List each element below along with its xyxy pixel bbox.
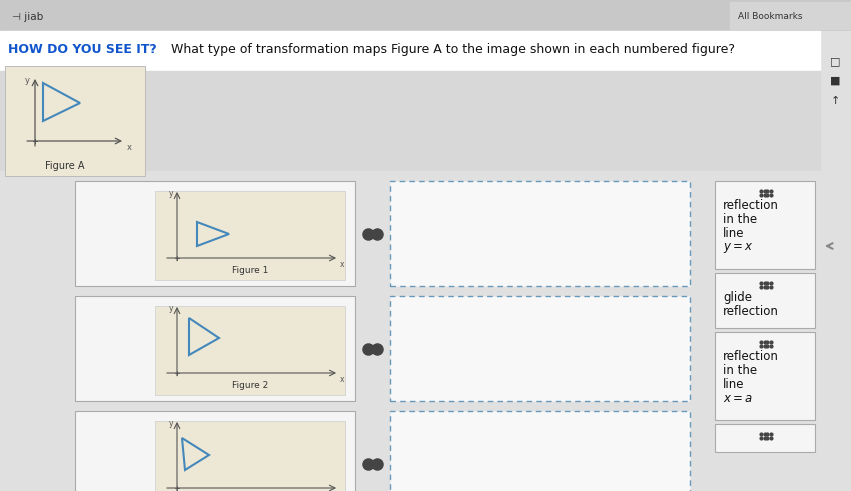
Text: ↑: ↑ xyxy=(831,96,840,106)
Bar xyxy=(390,411,690,491)
Text: y: y xyxy=(168,304,173,313)
Text: What type of transformation maps Figure A to the image shown in each numbered fi: What type of transformation maps Figure … xyxy=(163,43,735,55)
Bar xyxy=(155,421,345,491)
Bar xyxy=(715,332,815,420)
Bar xyxy=(390,296,690,401)
FancyArrowPatch shape xyxy=(827,243,832,249)
Text: reflection: reflection xyxy=(723,199,779,212)
Text: Figure 1: Figure 1 xyxy=(231,266,268,275)
Text: $y = x$: $y = x$ xyxy=(723,241,754,255)
Text: line: line xyxy=(723,227,745,240)
Bar xyxy=(715,424,815,452)
Text: Figure A: Figure A xyxy=(45,161,85,171)
Text: ⊣ jiab: ⊣ jiab xyxy=(12,12,43,22)
Text: in the: in the xyxy=(723,364,757,377)
Bar xyxy=(0,31,820,71)
Bar xyxy=(390,181,690,286)
Text: All Bookmarks: All Bookmarks xyxy=(738,11,802,21)
Text: x: x xyxy=(127,143,132,152)
Bar xyxy=(820,31,851,491)
Bar xyxy=(75,411,355,491)
Text: y: y xyxy=(168,189,173,198)
Text: $x = a$: $x = a$ xyxy=(723,392,753,405)
Text: y: y xyxy=(168,419,173,428)
Text: reflection: reflection xyxy=(723,350,779,363)
Text: x: x xyxy=(340,490,345,491)
Bar xyxy=(715,273,815,328)
Text: Figure 2: Figure 2 xyxy=(231,381,268,390)
Text: y: y xyxy=(25,76,30,85)
Text: x: x xyxy=(340,260,345,269)
Text: glide: glide xyxy=(723,291,752,304)
Bar xyxy=(5,66,145,176)
Text: in the: in the xyxy=(723,213,757,226)
Text: line: line xyxy=(723,378,745,391)
Bar xyxy=(730,2,851,29)
Bar xyxy=(715,181,815,269)
Bar xyxy=(75,181,355,286)
Bar xyxy=(0,71,820,171)
Text: ■: ■ xyxy=(830,76,840,86)
Bar xyxy=(155,191,345,280)
Text: HOW DO YOU SEE IT?: HOW DO YOU SEE IT? xyxy=(8,43,157,55)
Text: reflection: reflection xyxy=(723,305,779,318)
Bar xyxy=(0,0,851,31)
Text: □: □ xyxy=(830,56,840,66)
Bar xyxy=(155,306,345,395)
Text: x: x xyxy=(340,375,345,384)
Bar xyxy=(0,171,820,491)
Bar xyxy=(75,296,355,401)
